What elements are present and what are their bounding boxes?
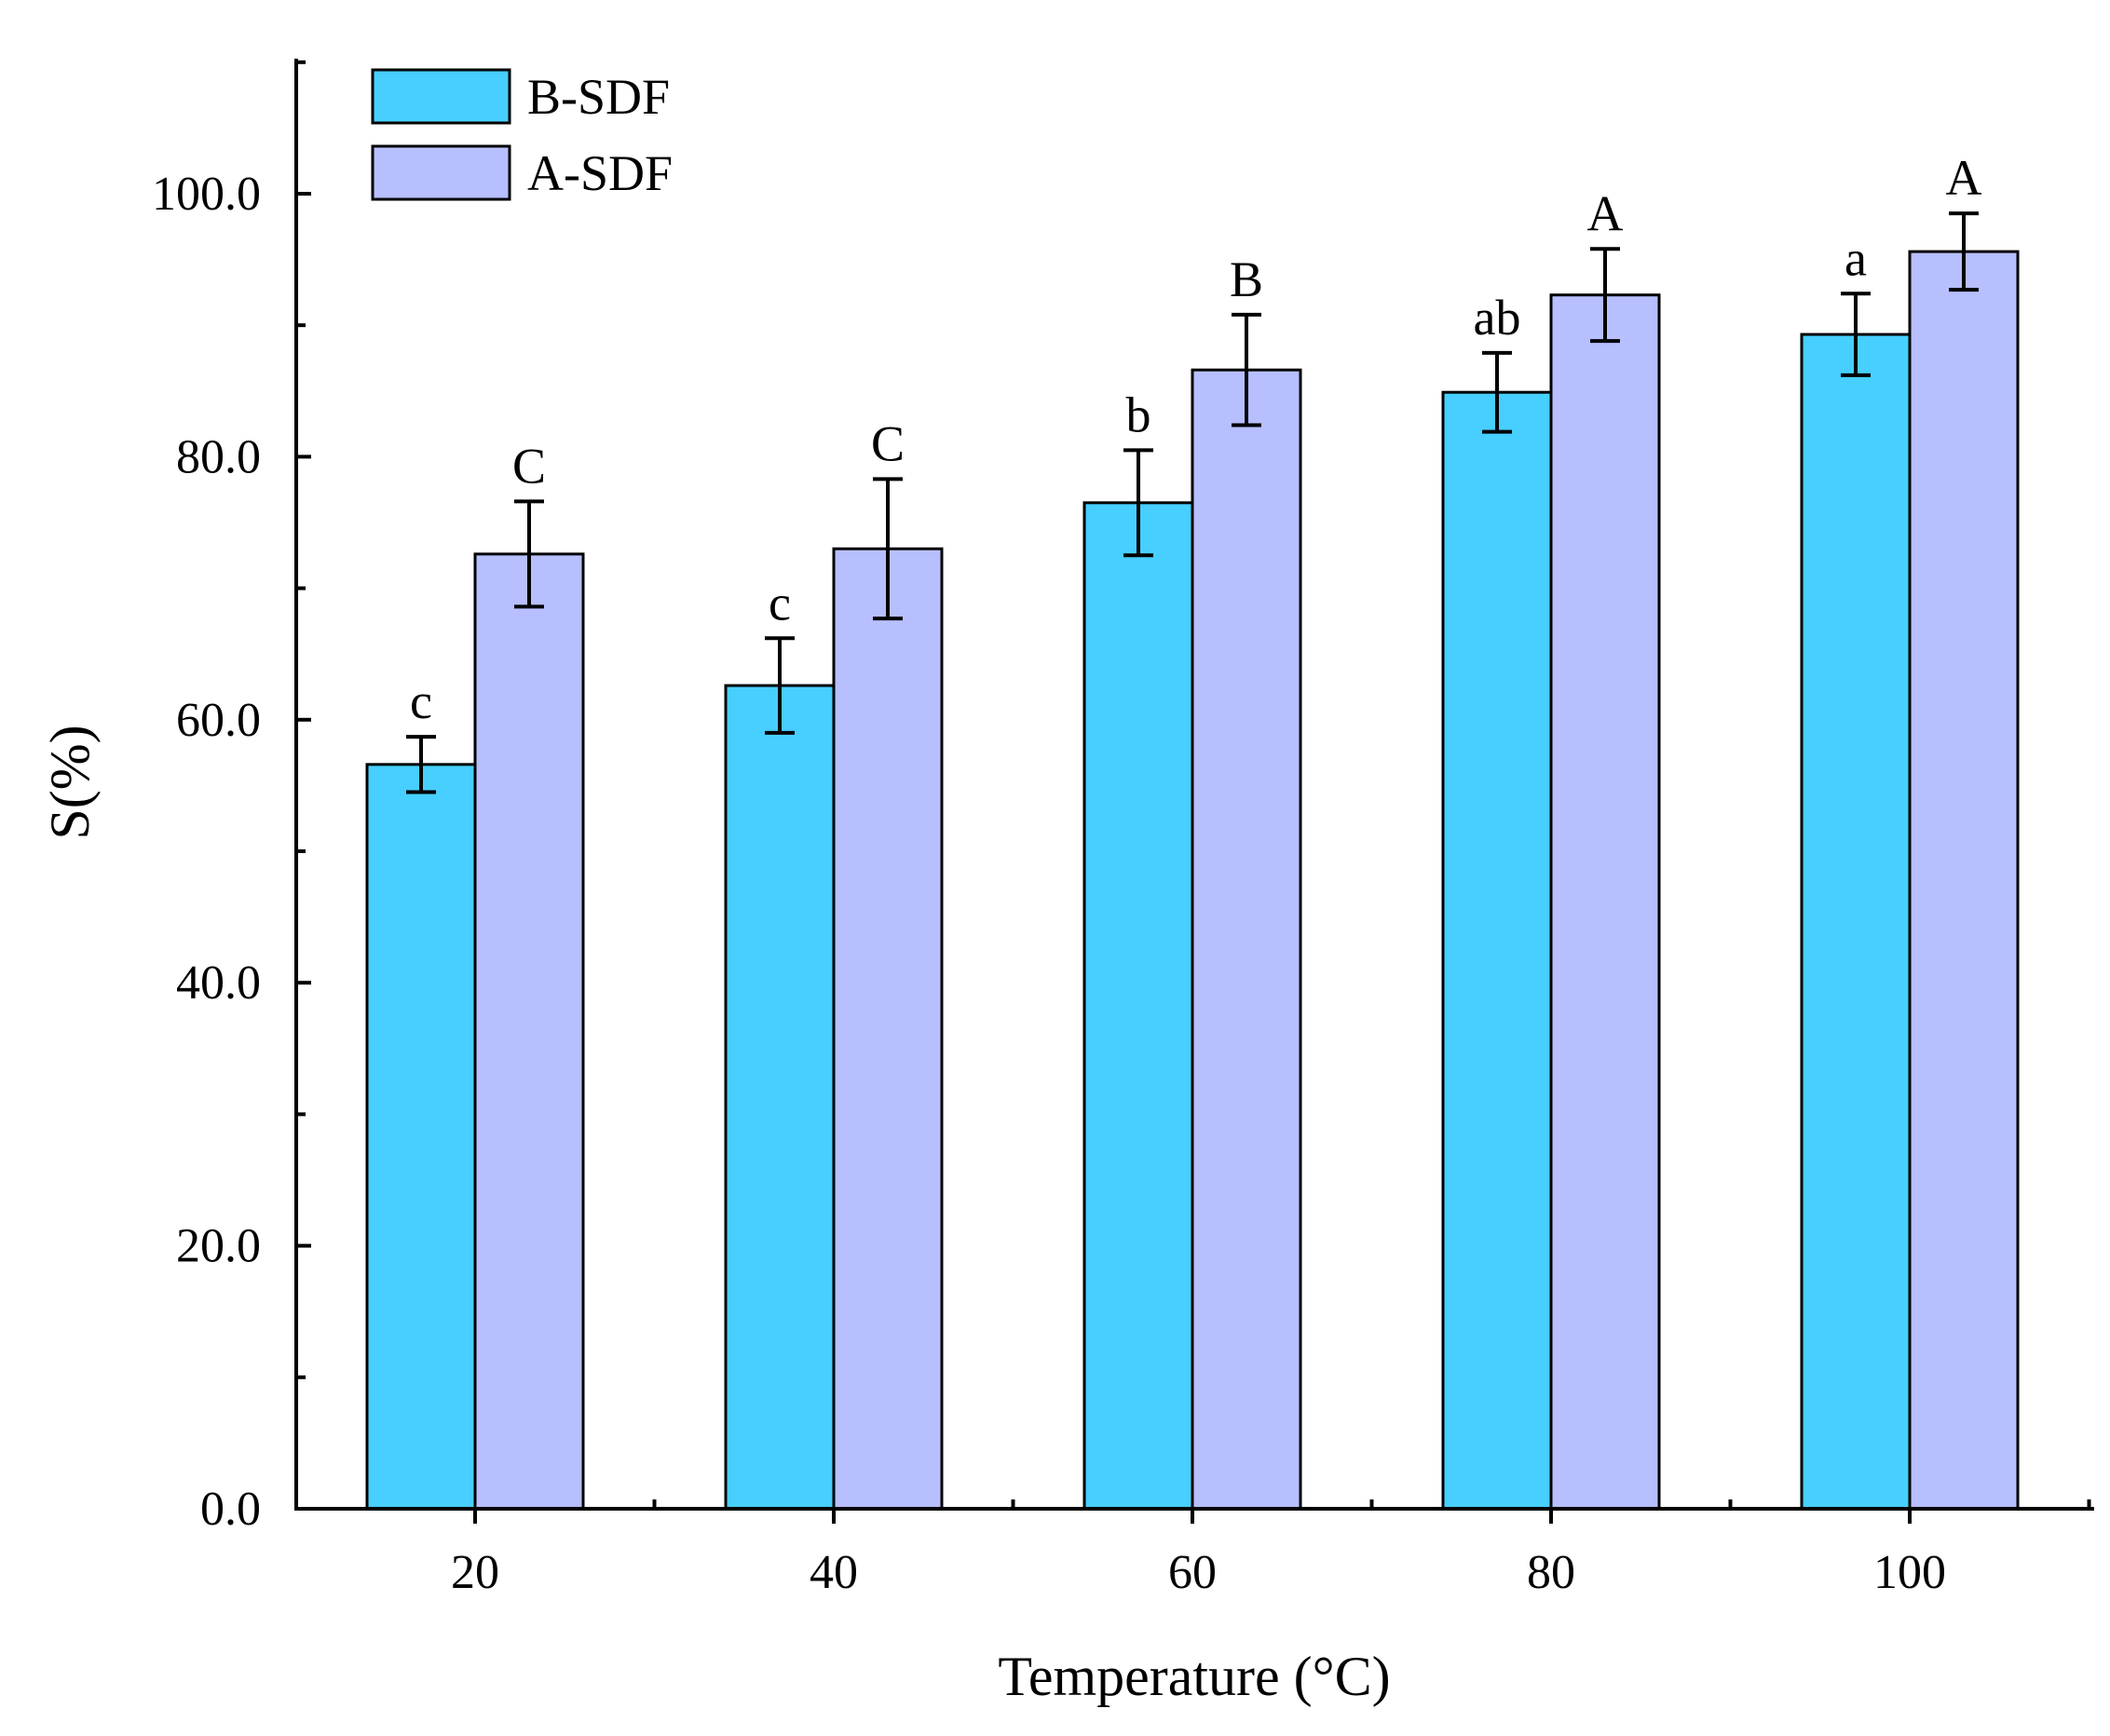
significance-label-a-sdf-80: A [1587, 185, 1624, 241]
significance-label-b-sdf-60: b [1126, 387, 1151, 442]
legend: B-SDF A-SDF [371, 68, 673, 201]
x-tick-label-80: 80 [1527, 1546, 1575, 1599]
error-bars-layer [406, 211, 1979, 794]
significance-label-a-sdf-60: B [1230, 251, 1263, 307]
legend-label-b-sdf: B-SDF [527, 69, 670, 125]
bar-b-sdf-40 [724, 684, 836, 1511]
y-tick-label-80: 80.0 [176, 430, 261, 483]
y-tick-label-0: 0.0 [200, 1483, 261, 1536]
y-ticks-layer: 0.0 20.0 40.0 60.0 80.0 100.0 [152, 60, 311, 1536]
significance-label-b-sdf-80: ab [1474, 290, 1521, 346]
y-tick-label-60: 60.0 [176, 694, 261, 747]
legend-label-a-sdf: A-SDF [527, 145, 673, 201]
x-tick-label-20: 20 [451, 1546, 499, 1599]
x-ticks-layer: 20 40 60 80 100 [451, 1499, 2091, 1599]
bar-b-sdf-20 [365, 763, 477, 1511]
significance-label-a-sdf-40: C [871, 415, 905, 471]
x-tick-label-100: 100 [1873, 1546, 1946, 1599]
bar-a-sdf-60 [1191, 368, 1302, 1511]
bar-a-sdf-100 [1908, 250, 2020, 1511]
bar-b-sdf-60 [1082, 501, 1194, 1511]
y-tick-label-100: 100.0 [152, 168, 261, 221]
bar-a-sdf-20 [473, 552, 585, 1511]
x-tick-label-40: 40 [810, 1546, 858, 1599]
y-tick-label-20: 20.0 [176, 1220, 261, 1273]
significance-label-b-sdf-20: c [410, 673, 432, 729]
bar-a-sdf-40 [832, 547, 944, 1511]
significance-label-a-sdf-100: A [1946, 150, 1982, 206]
bar-a-sdf-80 [1549, 293, 1661, 1511]
bars-layer [365, 250, 2020, 1511]
significance-label-a-sdf-20: C [512, 438, 546, 494]
significance-label-b-sdf-40: c [769, 575, 791, 631]
bar-b-sdf-80 [1441, 390, 1553, 1511]
x-axis-title: Temperature (°C) [998, 1646, 1390, 1707]
significance-labels-layer: c Cc Cb Bab Aa A [410, 150, 1981, 729]
significance-label-b-sdf-100: a [1845, 230, 1867, 286]
legend-swatch-b-sdf [371, 68, 511, 125]
bar-b-sdf-100 [1800, 332, 1912, 1511]
y-axis-title: S(%) [39, 725, 101, 839]
legend-swatch-a-sdf [371, 144, 511, 201]
y-tick-label-40: 40.0 [176, 956, 261, 1010]
x-tick-label-60: 60 [1168, 1546, 1217, 1599]
